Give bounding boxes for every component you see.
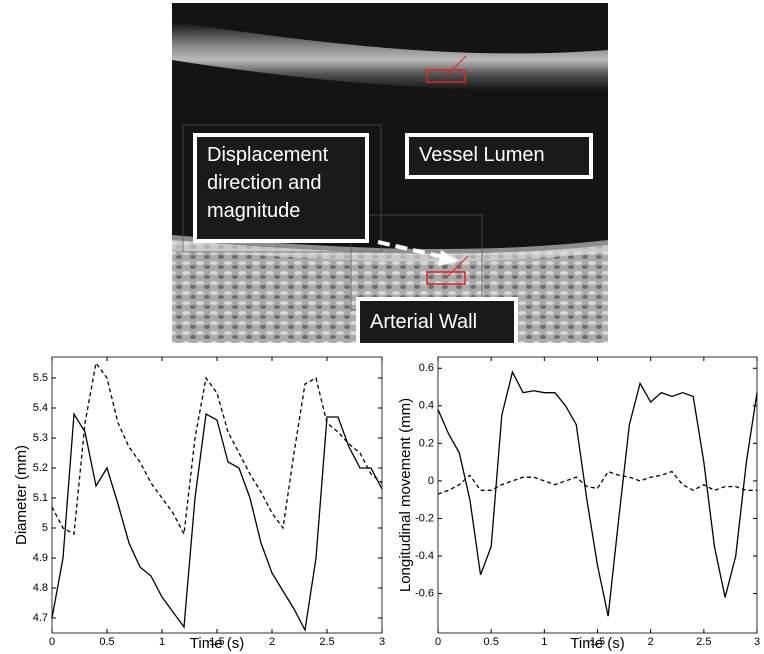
y-axis-label: Longitudinal movement (mm) [397,398,414,592]
y-tick-label: -0.4 [415,550,434,562]
x-tick-label: 0 [435,636,441,648]
x-tick-label: 1 [159,636,165,648]
y-tick-label: -0.6 [415,587,434,599]
x-tick-label: 3 [379,636,385,648]
y-tick-label: 5.1 [33,492,48,504]
x-tick-label: 0.5 [99,636,114,648]
annotation-label: Vessel Lumen [405,133,593,179]
data-line [438,472,757,495]
y-tick-label: 5.2 [33,462,48,474]
x-axis-label: Time (s) [190,635,244,652]
y-tick-label: 0.2 [419,437,434,449]
x-tick-label: 3 [754,636,760,648]
y-tick-label: 0.4 [419,400,434,412]
plot-area [52,357,382,633]
y-tick-label: 4.8 [33,582,48,594]
x-tick-label: 2 [269,636,275,648]
y-tick-label: 5.5 [33,372,48,384]
y-tick-label: -0.2 [415,512,434,524]
data-line [52,414,382,630]
data-line [438,372,757,616]
annotation-label: Displacement direction and magnitude [193,133,369,243]
x-tick-label: 2.5 [319,636,334,648]
plot-area [438,357,757,633]
y-tick-label: 4.9 [33,552,48,564]
y-tick-label: 5.3 [33,432,48,444]
x-tick-label: 0 [49,636,55,648]
x-tick-label: 0.5 [484,636,499,648]
y-tick-label: 0 [428,475,434,487]
x-axis-label: Time (s) [570,635,624,652]
annotation-label: Arterial Wall [356,297,518,347]
y-axis-label: Diameter (mm) [13,445,30,545]
y-tick-label: 4.7 [33,612,48,624]
figure: 4.74.84.955.15.25.35.45.500.511.522.53Ti… [0,0,764,654]
x-tick-label: 1 [541,636,547,648]
data-line [52,363,382,534]
y-tick-label: 5.4 [33,402,48,414]
x-tick-label: 2 [648,636,654,648]
y-tick-label: 5 [42,522,48,534]
y-tick-label: 0.6 [419,362,434,374]
x-tick-label: 2.5 [696,636,711,648]
